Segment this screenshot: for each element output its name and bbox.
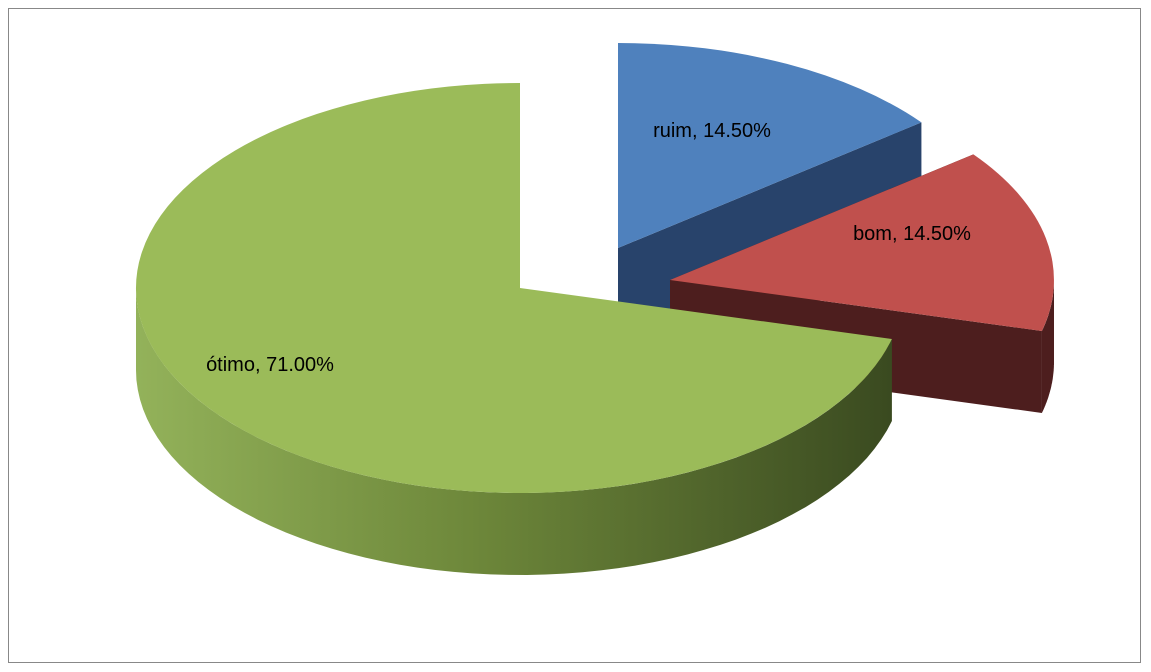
data-label-ruim: ruim, 14.50% xyxy=(653,120,771,142)
data-label-ótimo: ótimo, 71.00% xyxy=(206,354,334,376)
pie-slice-ruim xyxy=(618,43,922,248)
pie-slice-bom xyxy=(670,154,1054,331)
data-label-bom: bom, 14.50% xyxy=(853,223,971,245)
pie-wall-bom xyxy=(1041,280,1054,413)
pie-top-faces xyxy=(135,43,1054,493)
pie-wall-ótimo xyxy=(136,288,892,575)
pie-slice-ótimo xyxy=(135,83,892,493)
pie-data-labels: ruim, 14.50% bom, 14.50% ótimo, 71.00% xyxy=(206,120,971,376)
